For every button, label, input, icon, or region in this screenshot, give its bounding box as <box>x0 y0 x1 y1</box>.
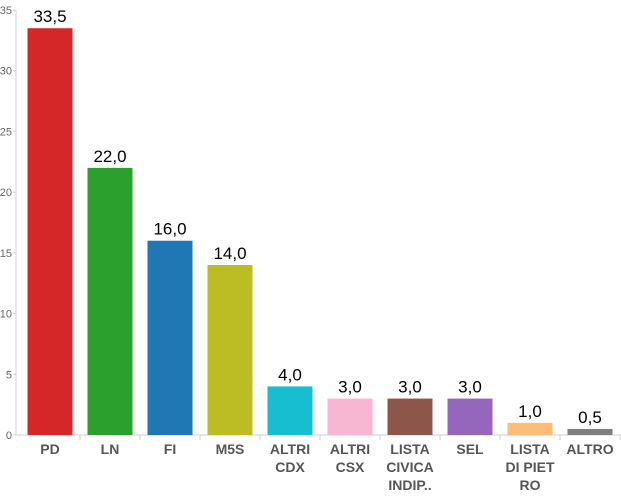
category-label: M5S <box>216 441 245 457</box>
category-label: CDX <box>275 459 305 475</box>
category-label: CSX <box>336 459 365 475</box>
bar <box>27 28 73 435</box>
value-label: 33,5 <box>33 7 66 26</box>
bar <box>87 167 133 435</box>
value-label: 3,0 <box>338 378 362 397</box>
value-label: 14,0 <box>213 244 246 263</box>
value-label: 3,0 <box>458 378 482 397</box>
value-label: 4,0 <box>278 365 302 384</box>
bar <box>327 398 373 435</box>
value-label: 0,5 <box>578 408 602 427</box>
y-ticks: 0 5 10 15 20 25 30 35 <box>0 5 16 442</box>
category-label: INDIP.. <box>388 477 431 493</box>
y-tick-label: 10 <box>0 309 12 321</box>
value-label: 1,0 <box>518 402 542 421</box>
category-label: ALTRI <box>270 441 310 457</box>
category-label: CIVICA <box>386 459 433 475</box>
y-tick-label: 35 <box>0 5 12 17</box>
value-label: 3,0 <box>398 378 422 397</box>
category-label: RO <box>520 477 541 493</box>
y-tick-label: 5 <box>6 369 12 381</box>
y-tick-label: 20 <box>0 187 12 199</box>
category-label: ALTRO <box>566 441 613 457</box>
bar <box>447 398 493 435</box>
y-tick-label: 30 <box>0 66 12 78</box>
category-label: LISTA <box>510 441 549 457</box>
value-label: 22,0 <box>93 147 126 166</box>
category-label: SEL <box>456 441 484 457</box>
y-tick-label: 15 <box>0 248 12 260</box>
category-label: ALTRI <box>330 441 370 457</box>
y-tick-label: 25 <box>0 126 12 138</box>
bar <box>267 386 313 435</box>
category-label: FI <box>164 441 176 457</box>
category-label: DI PIET <box>505 459 554 475</box>
bar <box>567 428 613 435</box>
value-label: 16,0 <box>153 220 186 239</box>
category-label: PD <box>40 441 59 457</box>
value-labels: 33,5 22,0 16,0 14,0 4,0 3,0 3,0 3,0 1,0 0,5 <box>33 7 601 427</box>
category-label: LN <box>101 441 120 457</box>
bars <box>27 28 613 435</box>
bar <box>147 240 193 435</box>
bar <box>387 398 433 435</box>
category-labels: PD LN FI M5S ALTRI CDX ALTRI CSX LISTA CIVICA INDI… <box>40 435 621 493</box>
bar <box>507 422 553 435</box>
category-label: LISTA <box>390 441 429 457</box>
y-tick-label: 0 <box>6 430 12 442</box>
bar <box>207 265 253 435</box>
